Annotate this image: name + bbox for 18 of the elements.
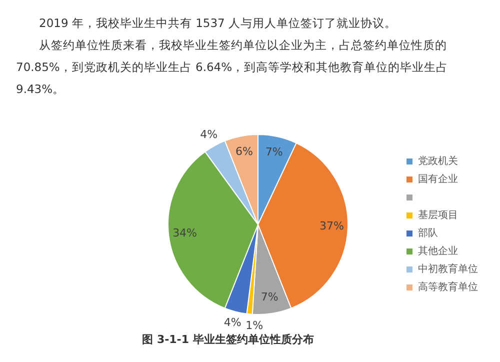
data-label: 7% [260, 290, 278, 304]
legend-label: 中初教育单位 [418, 263, 478, 276]
text: 图 3-1-1 毕业生签约单位性质分布 [141, 332, 315, 347]
data-label: 37% [320, 220, 344, 233]
legend-label: 基层项目 [418, 209, 458, 222]
text: 从签约单位性质来看，我校毕业生签约单位以企业为主，占总签约单位性质的 70.85%，到党政机关的毕业生占 6.64%，到高等学校和其他教育单位的毕业生占 9.43%。 [16, 37, 450, 98]
legend-label: 部队 [418, 227, 438, 240]
text: 2019 年，我校毕业生中共有 1537 人与用人单位签订了就业协议。 [38, 15, 398, 32]
data-label: 1% [246, 318, 264, 332]
data-label: 34% [172, 226, 198, 240]
legend-label: 其他企业 [418, 245, 458, 258]
legend-label: 党政机关 [418, 155, 458, 168]
data-label: 4% [224, 316, 242, 330]
data-label: 6% [235, 144, 253, 158]
legend-label: 国有企业 [418, 173, 458, 186]
data-label: 4% [200, 128, 218, 141]
data-label: 7% [265, 145, 283, 158]
legend-label: 高等教育单位 [418, 281, 478, 294]
